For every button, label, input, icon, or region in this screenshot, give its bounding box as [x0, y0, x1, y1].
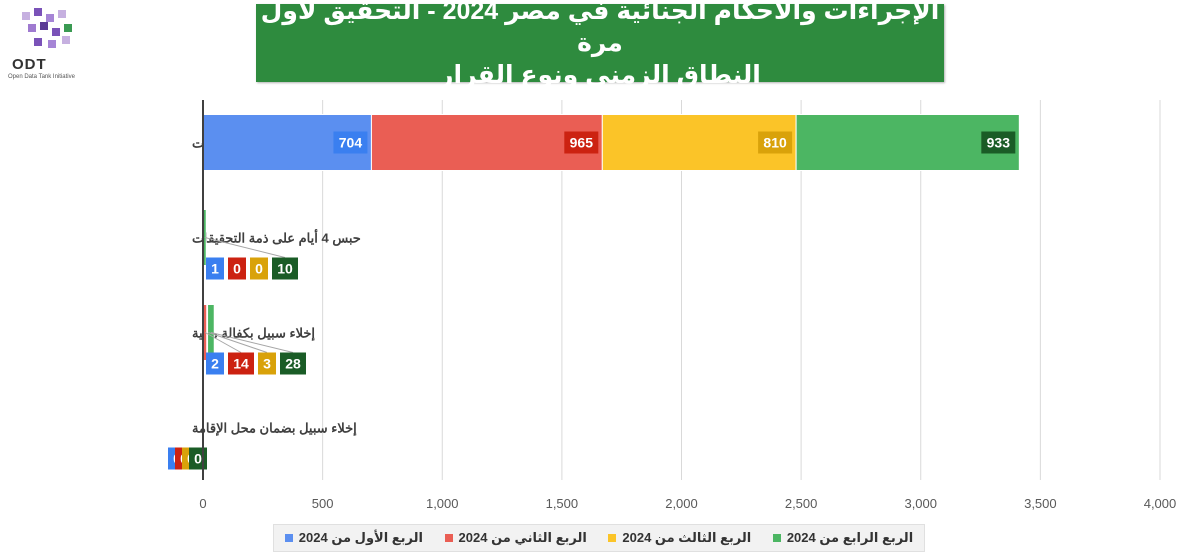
- data-label: 965: [570, 135, 594, 151]
- data-label-box: [564, 131, 599, 154]
- data-label-box: [333, 131, 368, 154]
- label-leader-line: [208, 332, 268, 353]
- logo-mark: [22, 8, 72, 48]
- x-tick-label: 1,000: [426, 496, 459, 511]
- x-tick-label: 500: [312, 496, 334, 511]
- data-label: 0: [194, 451, 202, 467]
- legend-swatch: [608, 534, 617, 542]
- x-tick-label: 2,500: [785, 496, 818, 511]
- legend: الربع الأول من 2024 الربع الثاني من 2024 ا…: [273, 524, 925, 552]
- bar-segment: [370, 114, 603, 171]
- chart-title-line1: الإجراءات والأحكام الجنائية في مصر 2024 …: [260, 0, 940, 57]
- legend-item: الربع الأول من 2024: [284, 530, 423, 546]
- data-label: 0: [233, 261, 241, 277]
- legend-swatch: [772, 534, 781, 542]
- data-label-box: [206, 257, 224, 280]
- label-leader-line: [204, 237, 286, 258]
- logo-text: ODT: [12, 56, 47, 73]
- data-label: 0: [255, 261, 263, 277]
- data-label: 10: [277, 261, 293, 277]
- logo-subtitle: Open Data Tank Initiative: [8, 74, 75, 80]
- chart-title-line2: النطاق الزمني ونوع القرار: [439, 61, 761, 89]
- data-label: 14: [233, 356, 249, 372]
- x-tick-label: 3,500: [1024, 496, 1057, 511]
- x-tick-label: 4,000: [1144, 496, 1177, 511]
- data-label-box: [272, 257, 298, 280]
- data-label-box: [758, 131, 793, 154]
- data-label: 933: [987, 135, 1011, 151]
- data-label: 3: [263, 356, 271, 372]
- data-label-box: [228, 352, 254, 375]
- data-label: 28: [285, 356, 301, 372]
- data-label: 704: [339, 135, 363, 151]
- label-leader-line: [210, 332, 294, 353]
- legend-label: الربع الثالث من 2024: [622, 530, 752, 545]
- data-label-box: [250, 257, 268, 280]
- data-label-box: [228, 257, 246, 280]
- data-label-box: [258, 352, 276, 375]
- data-label-box: [981, 131, 1016, 154]
- data-label: 810: [763, 135, 787, 151]
- data-label-box: [206, 352, 224, 375]
- legend-item: الربع الثاني من 2024: [444, 530, 587, 546]
- legend-swatch: [444, 534, 453, 542]
- legend-item: الربع الثالث من 2024: [608, 530, 751, 546]
- legend-item: الربع الرابع من 2024: [772, 530, 914, 546]
- x-tick-label: 2,000: [665, 496, 698, 511]
- x-tick-label: 0: [199, 496, 206, 511]
- legend-label: الربع الثاني من 2024: [458, 530, 587, 545]
- data-label: 2: [211, 356, 219, 372]
- data-label-box: [280, 352, 306, 375]
- legend-swatch: [284, 534, 293, 542]
- x-tick-label: 1,500: [546, 496, 579, 511]
- label-leader-line: [204, 332, 242, 353]
- category-label: حبس 4 أيام على ذمة التحقيقات: [192, 230, 361, 247]
- data-label: 1: [211, 261, 219, 277]
- x-tick-label: 3,000: [904, 496, 937, 511]
- legend-label: الربع الرابع من 2024: [786, 530, 914, 545]
- bar-segment: [795, 114, 1020, 171]
- logo: ODT Open Data Tank Initiative: [0, 0, 98, 90]
- chart-title: الإجراءات والأحكام الجنائية في مصر 2024 …: [256, 0, 944, 89]
- category-label: إخلاء سبيل بضمان محل الإقامة: [192, 421, 357, 437]
- legend-label: الربع الأول من 2024: [298, 530, 423, 545]
